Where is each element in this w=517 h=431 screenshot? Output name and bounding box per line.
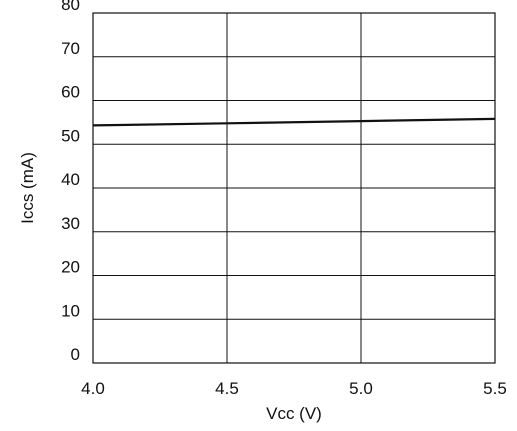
series-layer — [92, 117, 496, 127]
x-tick-label: 4.5 — [215, 379, 239, 398]
y-tick-label: 30 — [61, 214, 80, 233]
y-tick-label: 60 — [61, 83, 80, 102]
series-line — [92, 117, 496, 127]
y-tick-label: 50 — [61, 126, 80, 145]
grid — [93, 13, 495, 363]
y-tick-label: 80 — [61, 0, 80, 14]
y-tick-label: 10 — [61, 301, 80, 320]
y-tick-label: 0 — [71, 345, 80, 364]
x-tick-label: 5.0 — [349, 379, 373, 398]
y-tick-label: 20 — [61, 258, 80, 277]
plot-frame — [92, 12, 496, 364]
x-axis-label: Vcc (V) — [266, 404, 322, 423]
x-tick-label: 5.5 — [483, 379, 507, 398]
x-tick-labels: 4.0 4.5 5.0 5.5 — [81, 379, 507, 398]
y-tick-label: 70 — [61, 39, 80, 58]
y-tick-labels: 0 10 20 30 40 50 60 70 80 — [61, 0, 80, 364]
x-tick-label: 4.0 — [81, 379, 105, 398]
y-axis-label: Iccs (mA) — [18, 152, 37, 224]
y-tick-label: 40 — [61, 170, 80, 189]
